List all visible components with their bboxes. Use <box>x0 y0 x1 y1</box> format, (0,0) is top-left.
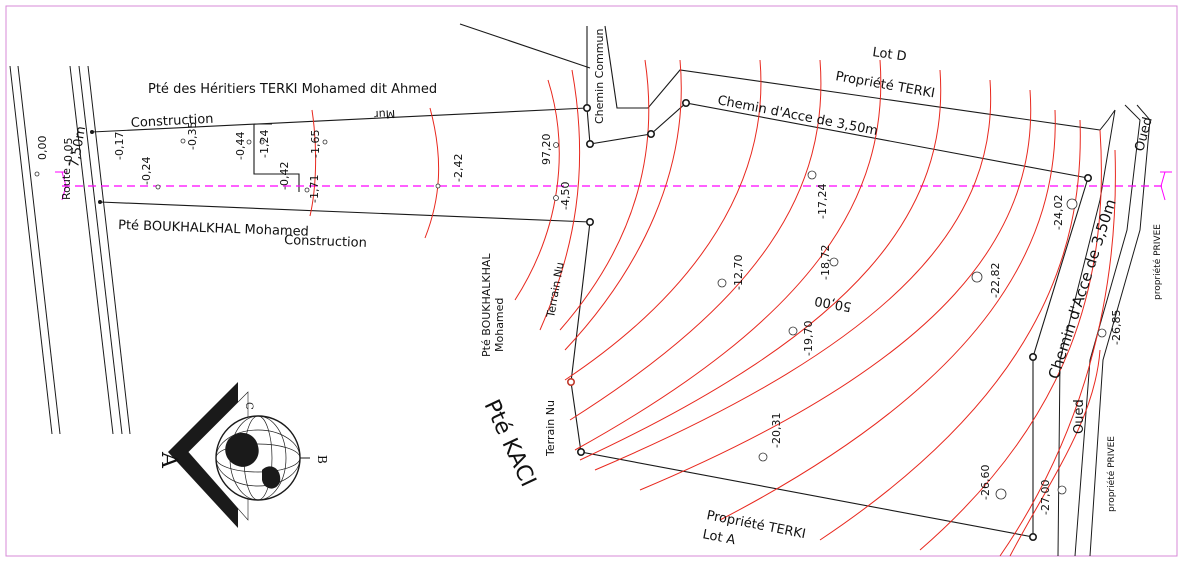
chemin-acces-top-label: Chemin d'Acce de 3,50m <box>716 93 879 139</box>
route-label: Route <box>60 168 73 200</box>
section-axis <box>55 171 1172 201</box>
pte-bouk-line1-label: Pté BOUKHALKHAL <box>480 253 493 357</box>
elevation-1: -0,05 <box>62 138 75 166</box>
emblem-glyph-c: C <box>243 402 254 410</box>
pte-bouk-line2-label: Mohamed <box>493 298 506 352</box>
road-lines <box>9 65 131 435</box>
elevation-13: -12,70 <box>732 255 745 290</box>
elevation-14: -17,24 <box>816 184 829 219</box>
elevation-16: -19,70 <box>802 321 815 356</box>
lot-a-label: Lot A <box>701 527 736 548</box>
compass-emblem: A B C <box>156 382 329 528</box>
boukhalkhal-label: Pté BOUKHALKHAL Mohamed <box>118 218 309 240</box>
elevation-15: -18,72 <box>819 245 832 280</box>
road-width-label: 7,50m <box>67 125 89 169</box>
elevation-20: -26,60 <box>979 465 992 500</box>
elevation-7: -0,42 <box>278 162 291 190</box>
emblem-glyph-a: A <box>156 451 181 469</box>
elevation-18: -22,82 <box>989 263 1002 298</box>
survey-points <box>34 99 1107 541</box>
elevation-19: -24,02 <box>1052 195 1065 230</box>
parcel-boundaries <box>91 23 1101 538</box>
elevation-6: -1,24 <box>258 130 271 158</box>
construction-bottom-label: Construction <box>284 233 367 251</box>
elevation-3: -0,24 <box>140 157 153 185</box>
elevation-9: -1,65 <box>309 130 322 158</box>
access-road-right <box>1057 104 1151 557</box>
mur-label: Mur <box>373 107 395 121</box>
emblem-glyph-b: B <box>315 455 329 464</box>
contour-lines <box>309 59 1116 557</box>
elevation-17: -20,31 <box>770 413 783 448</box>
heritiers-label: Pté des Héritiers TERKI Mohamed dit Ahme… <box>148 82 437 97</box>
elevation-22: -27,00 <box>1039 480 1052 515</box>
elevation-0: 0,00 <box>36 136 49 161</box>
terrain-nu-1-label: Terrain Nu <box>544 261 567 319</box>
elevation-11: 97,20 <box>540 134 553 166</box>
elevation-10: -2,42 <box>452 154 465 182</box>
elevation-4: -0,35 <box>186 122 199 150</box>
chemin-commun-label: Chemin Commun <box>593 29 606 124</box>
elevation-8: -1,71 <box>308 175 321 203</box>
oued-right-label: Oued <box>1072 399 1087 434</box>
oued-top-label: Oued <box>1132 116 1155 153</box>
drawing-frame <box>5 5 1178 557</box>
propriete-terki-top-label: Propriété TERKI <box>834 69 936 101</box>
elevation-5: -0,44 <box>234 132 247 160</box>
terrain-nu-2-label: Terrain Nu <box>544 400 557 457</box>
dim-50-label: 50,00 <box>813 293 852 314</box>
propriete-privee-1-label: propriété PRIVEE <box>1152 224 1163 300</box>
elevation-12: -4,50 <box>559 182 572 210</box>
pte-kaci-label: Pté KACI <box>479 396 541 491</box>
propriete-privee-2-label: propriété PRIVEE <box>1106 436 1117 512</box>
elevation-21: -26,85 <box>1110 310 1123 345</box>
construction-top-label: Construction <box>130 112 213 131</box>
lot-d-label: Lot D <box>871 45 907 65</box>
elevation-2: -0,17 <box>113 132 126 160</box>
